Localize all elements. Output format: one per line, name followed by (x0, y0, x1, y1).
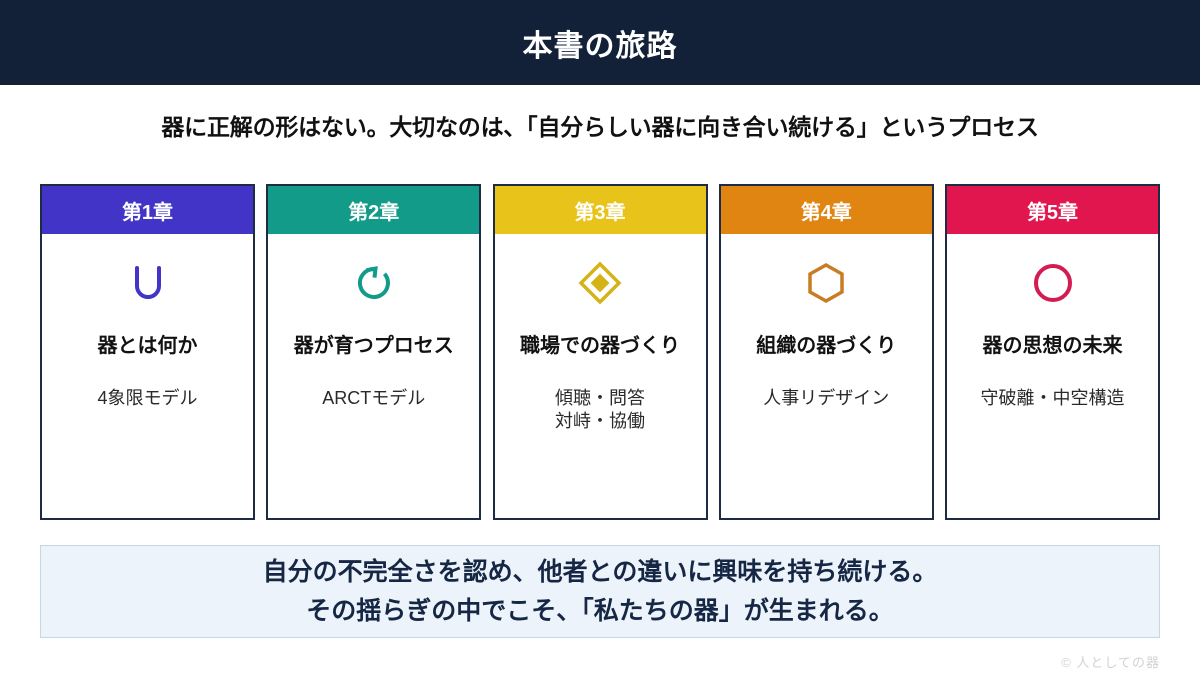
chapter-card-5[interactable]: 第5章 器の思想の未来 守破離・中空構造 (945, 184, 1160, 520)
chapter-card-4-subtitle: 人事リデザイン (763, 388, 890, 408)
chapter-card-2-header: 第2章 (268, 186, 480, 234)
hexagon-icon (799, 256, 853, 310)
summary-banner-line-2: その揺らぎの中でこそ、「私たちの器」が生まれる。 (306, 596, 894, 625)
summary-banner: 自分の不完全さを認め、他者との違いに興味を持ち続ける。 その揺らぎの中でこそ、「… (40, 545, 1160, 638)
circle-outline-icon (1026, 256, 1080, 310)
chapter-card-1-subtitle: 4象限モデル (97, 388, 198, 408)
page-header-bar: 本書の旅路 (0, 0, 1200, 85)
chapter-card-3-title: 職場での器づくり (520, 335, 680, 357)
chapter-card-4[interactable]: 第4章 組織の器づくり 人事リデザイン (718, 184, 934, 520)
summary-banner-line-1: 自分の不完全さを認め、他者との違いに興味を持ち続ける。 (262, 557, 938, 586)
u-shape-icon (121, 256, 175, 310)
page-subtitle: 器に正解の形はない。大切なのは、「自分らしい器に向き合い続ける」というプロセス (161, 114, 1039, 140)
chapter-card-1-label: 第1章 (121, 201, 174, 224)
chapter-card-5-label: 第5章 (1026, 201, 1079, 224)
chapter-card-1[interactable]: 第1章 器とは何か 4象限モデル (40, 184, 255, 520)
nested-diamond-icon (573, 256, 627, 310)
chapter-cards-row: 第1章 器とは何か 4象限モデル 第2章 器が育つプロセス ARCTモデル 第3… (40, 184, 1160, 520)
refresh-circle-arrow-icon (347, 256, 401, 310)
chapter-card-4-label: 第4章 (800, 201, 852, 224)
chapter-card-3-subtitle: 傾聴・問答 対峙・協働 (555, 388, 645, 432)
chapter-card-5-subtitle: 守破離・中空構造 (980, 388, 1125, 408)
chapter-card-5-title: 器の思想の未来 (982, 335, 1123, 357)
chapter-card-2-label: 第2章 (348, 201, 400, 224)
chapter-card-3[interactable]: 第3章 職場での器づくり 傾聴・問答 対峙・協働 (492, 184, 708, 520)
chapter-card-3-label: 第3章 (574, 201, 626, 224)
chapter-card-1-header: 第1章 (42, 186, 253, 234)
chapter-card-4-header: 第4章 (720, 186, 932, 234)
chapter-card-2[interactable]: 第2章 器が育つプロセス ARCTモデル (266, 184, 482, 520)
chapter-card-2-title: 器が育つプロセス (293, 335, 454, 357)
page-title: 本書の旅路 (522, 29, 678, 63)
chapter-card-4-title: 組織の器づくり (756, 335, 897, 357)
chapter-card-3-header: 第3章 (494, 186, 706, 234)
chapter-card-5-header: 第5章 (947, 186, 1158, 234)
chapter-card-2-subtitle: ARCTモデル (322, 388, 426, 408)
chapter-card-1-title: 器とは何か (97, 335, 198, 357)
footer-credit: © 人としての器 (1061, 655, 1160, 670)
